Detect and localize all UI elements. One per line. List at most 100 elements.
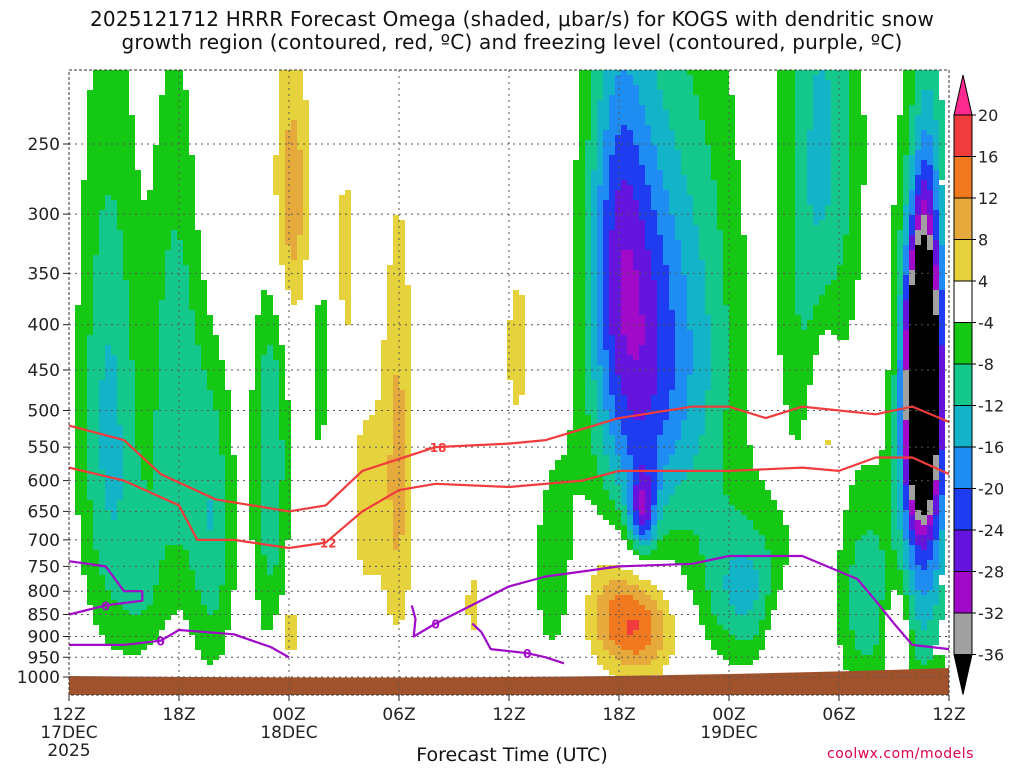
omega-cell [669, 200, 693, 205]
omega-cell [849, 600, 879, 605]
omega-cell [903, 400, 909, 405]
omega-cell [909, 640, 915, 645]
omega-cell [123, 430, 135, 435]
omega-cell [603, 70, 621, 75]
omega-cell [777, 125, 795, 130]
omega-cell [585, 235, 591, 240]
omega-cell [591, 640, 603, 645]
omega-cell [87, 580, 105, 585]
omega-cell [285, 195, 303, 200]
omega-cell [207, 385, 225, 390]
omega-cell [831, 145, 849, 150]
omega-cell [285, 130, 297, 135]
omega-cell [891, 345, 897, 350]
omega-cell [609, 625, 627, 630]
omega-cell [339, 195, 351, 200]
omega-cell [543, 625, 561, 630]
omega-cell [609, 305, 621, 310]
omega-cell [729, 345, 747, 350]
omega-cell [585, 495, 609, 500]
omega-cell [303, 170, 309, 175]
omega-cell [891, 465, 897, 470]
omega-cell [597, 215, 603, 220]
omega-cell [795, 435, 801, 440]
omega-cell [609, 390, 621, 395]
omega-cell [93, 520, 207, 525]
omega-cell [393, 420, 405, 425]
omega-cell [855, 640, 879, 645]
omega-cell [135, 385, 159, 390]
omega-cell [603, 215, 615, 220]
colorbar-label: -32 [978, 604, 1004, 623]
omega-cell [159, 315, 195, 320]
omega-cell [465, 595, 477, 600]
omega-cell [129, 335, 159, 340]
omega-cell [927, 520, 933, 525]
omega-cell [405, 510, 411, 515]
omega-cell [909, 125, 915, 130]
omega-cell [285, 265, 303, 270]
omega-cell [201, 600, 219, 605]
omega-cell [405, 515, 411, 520]
omega-cell [711, 155, 735, 160]
omega-cell [897, 300, 903, 305]
omega-cell [903, 435, 909, 440]
omega-cell [645, 170, 663, 175]
omega-cell [291, 125, 297, 130]
omega-cell [813, 120, 831, 125]
omega-cell [117, 375, 135, 380]
omega-cell [903, 580, 909, 585]
omega-cell [357, 490, 387, 495]
omega-cell [597, 120, 609, 125]
omega-cell [633, 190, 651, 195]
omega-cell [675, 215, 693, 220]
omega-cell [603, 155, 609, 160]
omega-cell [651, 480, 657, 485]
y-tick-label: 750 [28, 557, 60, 577]
omega-cell [645, 245, 663, 250]
omega-cell [621, 325, 645, 330]
omega-cell [285, 230, 303, 235]
omega-cell [909, 550, 915, 555]
omega-cell [591, 265, 597, 270]
omega-cell [297, 235, 309, 240]
omega-cell [261, 415, 279, 420]
omega-cell [87, 380, 99, 385]
omega-cell [891, 335, 897, 340]
omega-cell [753, 525, 789, 530]
omega-cell [903, 205, 909, 210]
omega-cell [207, 525, 213, 530]
omega-cell [885, 405, 891, 410]
omega-cell [849, 615, 879, 620]
omega-cell [927, 235, 933, 240]
omega-cell [735, 505, 777, 510]
omega-cell [225, 470, 237, 475]
omega-cell [837, 275, 861, 280]
omega-cell [621, 520, 627, 525]
omega-cell [585, 350, 591, 355]
omega-cell [645, 175, 663, 180]
omega-cell [909, 440, 939, 445]
omega-cell [273, 185, 285, 190]
omega-cell [87, 110, 129, 115]
omega-cell [843, 660, 885, 665]
omega-cell [627, 470, 633, 475]
omega-cell [591, 290, 597, 295]
omega-cell [909, 345, 939, 350]
omega-cell [891, 530, 903, 535]
omega-cell [729, 365, 747, 370]
x-tick-date: 19DEC [700, 723, 757, 743]
omega-cell [795, 310, 813, 315]
omega-cell [633, 130, 651, 135]
omega-cell [117, 385, 135, 390]
omega-cell [603, 80, 615, 85]
omega-cell [933, 300, 939, 305]
omega-cell [75, 360, 87, 365]
omega-cell [705, 270, 723, 275]
omega-cell [621, 660, 651, 665]
omega-cell [279, 230, 285, 235]
omega-cell [159, 370, 207, 375]
omega-cell [591, 585, 603, 590]
omega-cell [153, 170, 195, 175]
omega-cell [939, 250, 945, 255]
